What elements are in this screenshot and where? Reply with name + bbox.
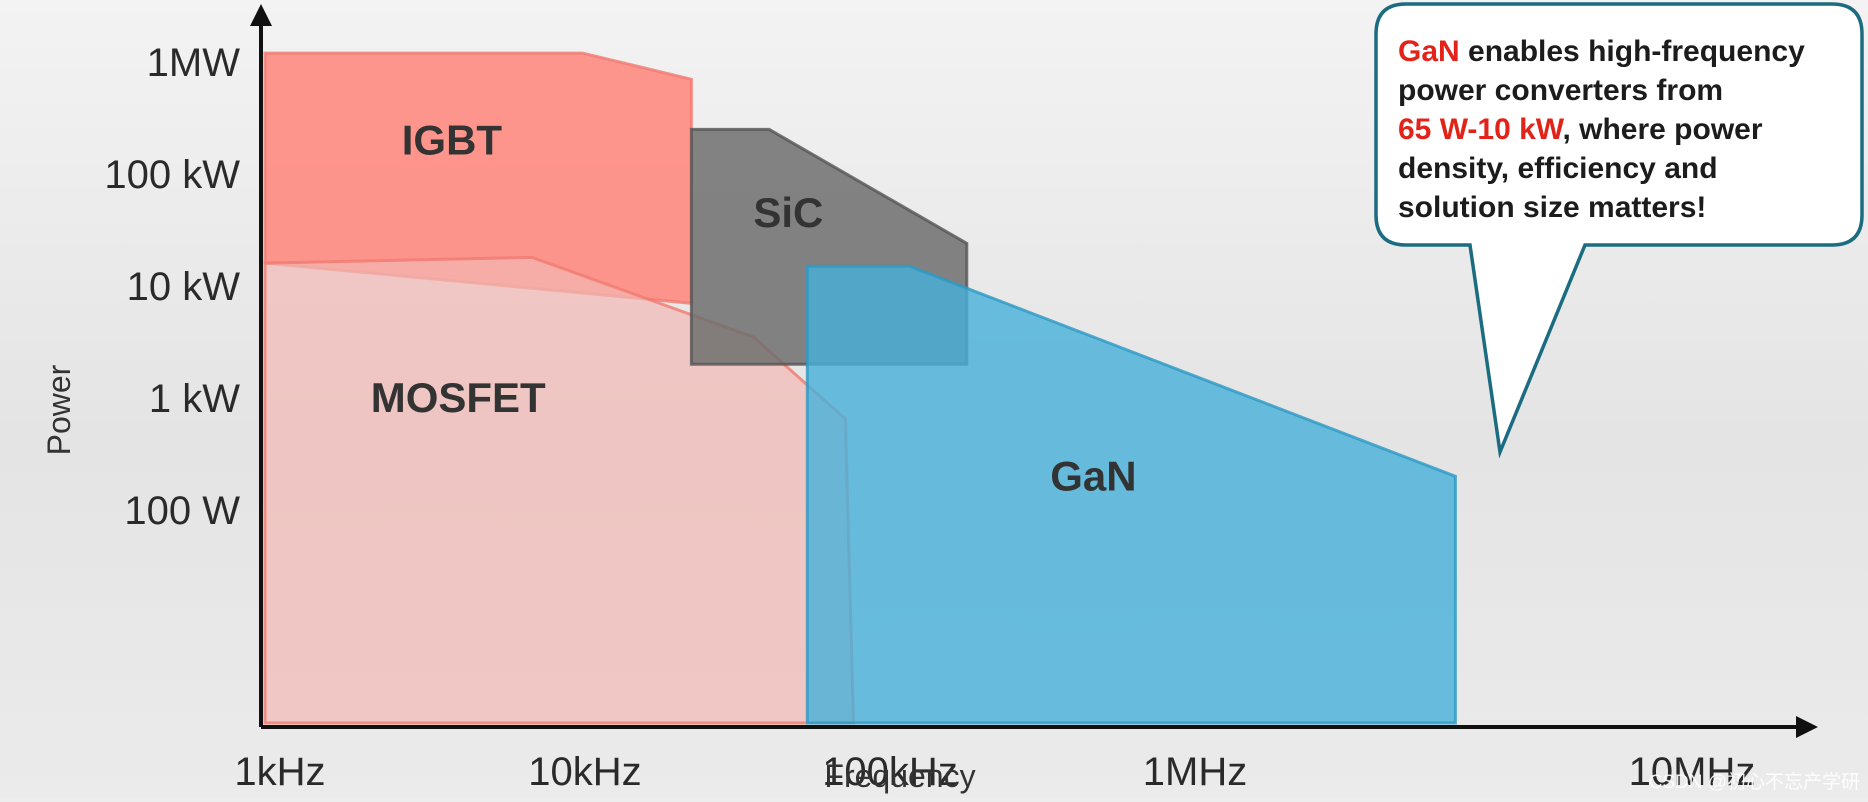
callout-highlight-gan: GaN <box>1398 35 1460 68</box>
x-tick-label: 10kHz <box>528 750 641 794</box>
y-tick-label: 100 W <box>124 489 240 533</box>
series-label-sic: SiC <box>753 189 823 236</box>
series-label-igbt: IGBT <box>402 116 503 163</box>
y-tick-label: 1MW <box>147 41 241 85</box>
callout-text: GaN enables high-frequency power convert… <box>1398 32 1818 227</box>
watermark: CSDN @初心不忘产学研 <box>1648 772 1860 793</box>
x-tick-label: 1MHz <box>1143 750 1247 794</box>
series-label-mosfet: MOSFET <box>371 374 546 421</box>
callout-line-2: power converters from <box>1398 74 1724 107</box>
x-tick-label: 1kHz <box>234 750 325 794</box>
area-gan <box>805 264 1457 725</box>
callout-line-1-rest: enables high-frequency <box>1459 35 1805 68</box>
callout-bubble <box>1374 2 1864 459</box>
series-areas <box>263 51 1457 725</box>
y-axis-arrow <box>250 4 272 26</box>
y-axis-title: Power <box>41 364 77 455</box>
callout-line-5: solution size matters! <box>1398 191 1707 224</box>
callout-highlight-range: 65 W-10 kW <box>1398 113 1563 146</box>
x-axis-arrow <box>1796 716 1818 738</box>
series-labels: IGBT MOSFET SiC GaN <box>371 116 1137 499</box>
callout-line-4: density, efficiency and <box>1398 152 1718 185</box>
tick-labels: 100 W 1 kW 10 kW 100 kW 1MW 1kHz 10kHz 100kHz 1M… <box>41 41 1755 794</box>
callout-line-1: GaN enables high-frequency <box>1398 32 1818 71</box>
y-tick-label: 100 kW <box>104 153 240 197</box>
axes <box>250 4 1818 738</box>
y-tick-label: 1 kW <box>149 377 240 421</box>
x-tick-label: 100kHz <box>822 750 958 794</box>
x-axis-title: Frequency <box>824 758 975 794</box>
callout-line-3-rest: , where power <box>1562 113 1763 146</box>
y-tick-label: 10 kW <box>127 265 241 309</box>
x-tick-label: 10MHz <box>1629 750 1756 794</box>
series-label-gan: GaN <box>1050 452 1136 499</box>
callout-line-3: 65 W-10 kW, where power <box>1398 110 1818 149</box>
